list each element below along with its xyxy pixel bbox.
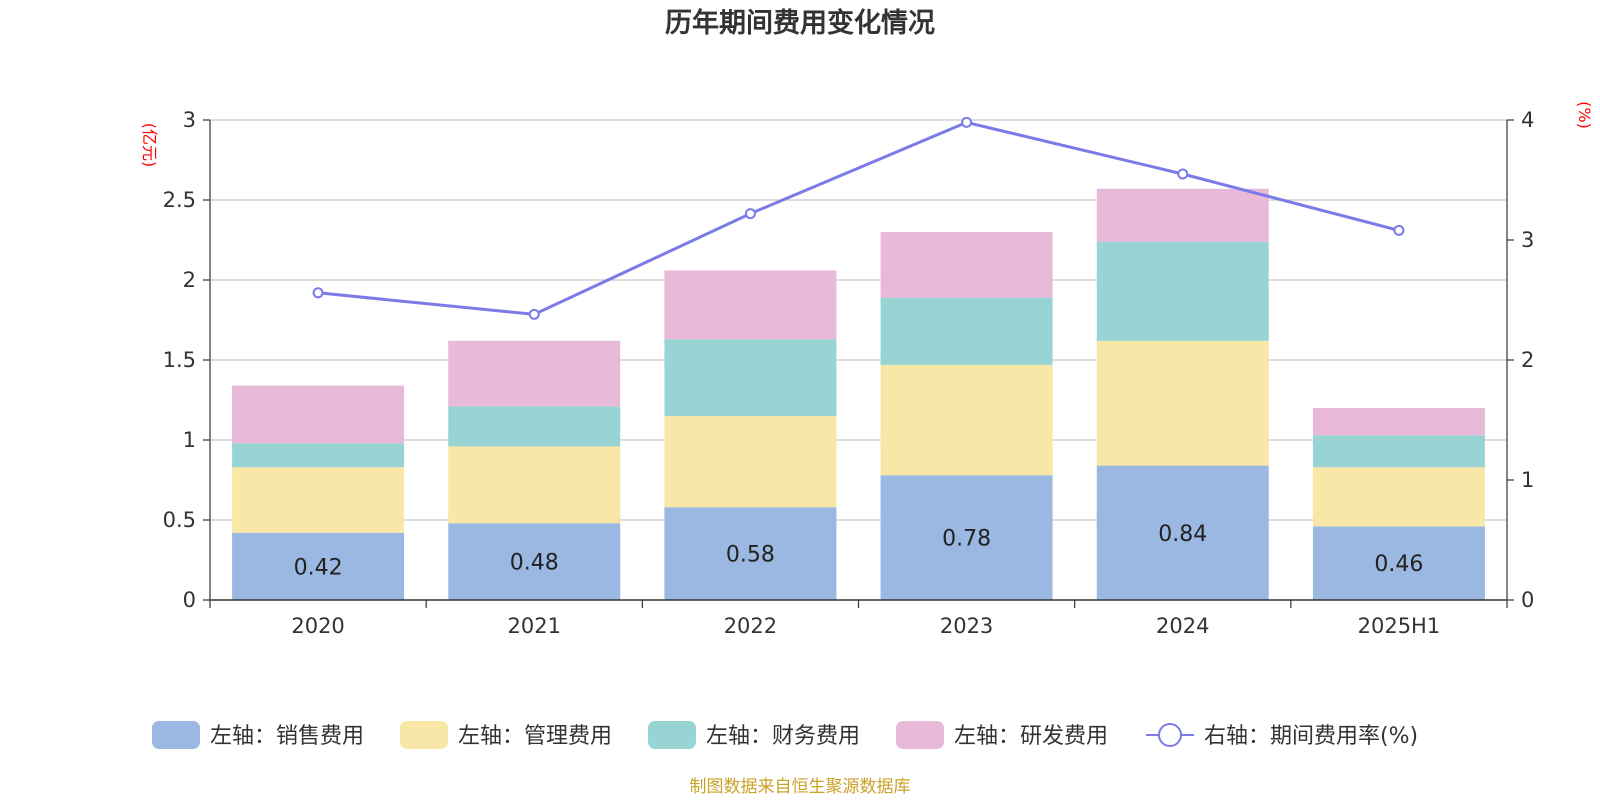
left-axis-tick-label: 0 xyxy=(183,588,196,612)
legend-label: 左轴：管理费用 xyxy=(458,724,612,749)
bar-segment xyxy=(880,364,1053,476)
bar-segment xyxy=(448,340,621,407)
chart-title: 历年期间费用变化情况 xyxy=(665,7,935,39)
data-labels: 0.42 0.48 0.58 0.78 0.84 0.46 xyxy=(294,522,1424,581)
legend-swatch xyxy=(896,721,944,749)
rate-point xyxy=(312,287,324,299)
axes: 0 0.5 1 1.5 2 2.5 3 0 1 2 3 4 2020 2021 2022 2023 2024 20… xyxy=(163,108,1535,638)
legend-marker xyxy=(1158,723,1182,747)
bar-segment xyxy=(232,443,405,468)
legend-swatch xyxy=(152,721,200,749)
x-axis-tick-label: 2022 xyxy=(724,614,777,638)
legend: 左轴：销售费用 左轴：管理费用 左轴：财务费用 左轴：研发费用 右轴：期间费用率(%) xyxy=(152,721,1418,749)
legend-label: 左轴：财务费用 xyxy=(706,724,860,749)
left-axis-tick-label: 2 xyxy=(183,268,196,292)
bar-segment xyxy=(664,416,837,508)
bar-segment xyxy=(880,232,1053,298)
x-axis-tick-label: 2020 xyxy=(291,614,344,638)
x-axis-tick-label: 2023 xyxy=(940,614,993,638)
left-axis-tick-label: 3 xyxy=(183,108,196,132)
left-axis-tick-label: 2.5 xyxy=(163,188,196,212)
bar-segment xyxy=(880,297,1053,365)
bar-series xyxy=(232,188,1485,600)
bar-segment xyxy=(664,270,837,340)
bar-segment xyxy=(880,475,1053,600)
bar-segment xyxy=(1096,465,1269,600)
bar-segment xyxy=(232,385,405,444)
line-series xyxy=(312,116,1405,320)
bar-segment xyxy=(1096,188,1269,242)
bar-segment xyxy=(664,339,837,416)
rate-point xyxy=(528,308,540,320)
left-axis-unit: (亿元) xyxy=(140,123,159,168)
bar-segment xyxy=(232,467,405,533)
bar-data-label: 0.46 xyxy=(1374,552,1423,577)
bar-segment xyxy=(1312,408,1485,436)
rate-line xyxy=(317,120,1400,316)
rate-point xyxy=(744,208,756,220)
bar-segment xyxy=(1096,241,1269,341)
legend-swatch xyxy=(400,721,448,749)
rate-point xyxy=(1393,224,1405,236)
legend-label: 左轴：销售费用 xyxy=(210,724,364,749)
x-axis-tick-label: 2025H1 xyxy=(1358,614,1441,638)
left-axis-tick-label: 0.5 xyxy=(163,508,196,532)
grid-lines xyxy=(210,119,1507,521)
left-axis-tick-label: 1.5 xyxy=(163,348,196,372)
bar-segment xyxy=(448,406,621,447)
bar-segment xyxy=(448,523,621,600)
bar-segment xyxy=(1312,526,1485,600)
bar-data-label: 0.42 xyxy=(294,555,343,580)
bar-segment xyxy=(448,446,621,524)
rate-point xyxy=(961,116,973,128)
x-axis-tick-label: 2021 xyxy=(508,614,561,638)
bar-data-label: 0.48 xyxy=(510,551,559,576)
bar-data-label: 0.84 xyxy=(1158,522,1207,547)
legend-label: 左轴：研发费用 xyxy=(954,724,1108,749)
left-axis-tick-label: 1 xyxy=(183,428,196,452)
legend-label: 右轴：期间费用率(%) xyxy=(1204,724,1418,749)
bar-data-label: 0.58 xyxy=(726,543,775,568)
x-axis-tick-label: 2024 xyxy=(1156,614,1209,638)
bar-segment xyxy=(232,532,405,600)
rate-point xyxy=(1177,168,1189,180)
bar-segment xyxy=(664,507,837,600)
right-axis-tick-label: 4 xyxy=(1521,108,1534,132)
right-axis-tick-label: 3 xyxy=(1521,228,1534,252)
bar-segment xyxy=(1096,340,1269,466)
bar-data-label: 0.78 xyxy=(942,527,991,552)
right-axis-unit: (%) xyxy=(1575,101,1594,129)
bar-segment xyxy=(1312,467,1485,527)
source-note: 制图数据来自恒生聚源数据库 xyxy=(690,777,911,797)
right-axis-tick-label: 1 xyxy=(1521,468,1534,492)
right-axis-tick-label: 0 xyxy=(1521,588,1534,612)
bar-segment xyxy=(1312,435,1485,468)
legend-swatch xyxy=(648,721,696,749)
right-axis-tick-label: 2 xyxy=(1521,348,1534,372)
